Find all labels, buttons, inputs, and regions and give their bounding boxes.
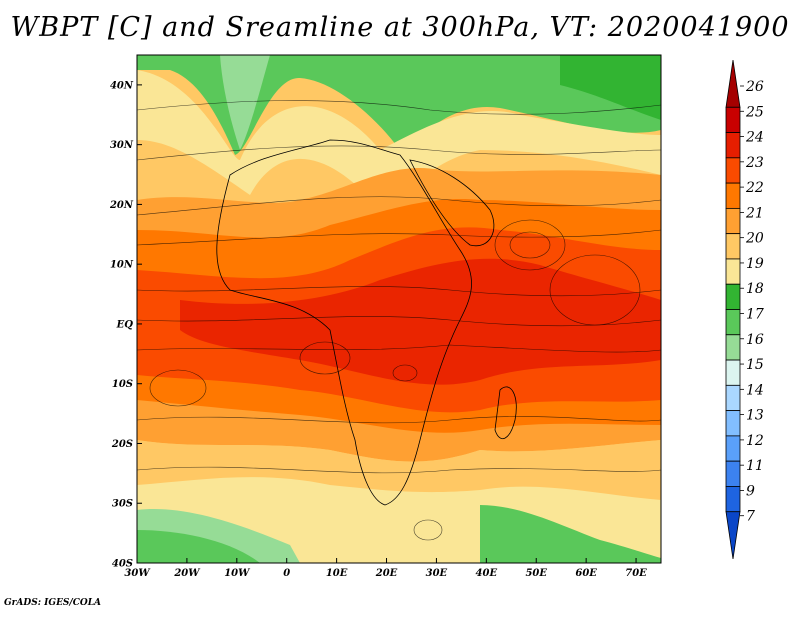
lon-tick-label: 0	[283, 568, 290, 579]
colorbar-label: 9	[746, 483, 755, 499]
wbpt-shading	[137, 55, 661, 563]
colorbar-segment	[725, 157, 741, 184]
lat-tick-label: 10N	[110, 260, 134, 271]
colorbar-segment	[725, 486, 741, 513]
colorbar-segment	[725, 384, 741, 412]
colorbar: 26 25 24 23 22 21 20 19 18 17 16 15 14 13 12 11 9 7	[725, 59, 764, 560]
lon-tick-label: 10E	[326, 568, 348, 579]
lat-tick-label: 20S	[111, 439, 133, 450]
lon-axis: 30W 20W 10W 0 10E 20E 30E 40E 50E 60E 70E	[124, 558, 647, 579]
colorbar-label: 22	[745, 180, 764, 196]
colorbar-label: 16	[746, 332, 764, 348]
colorbar-label: 11	[746, 458, 764, 474]
colorbar-segment	[725, 258, 741, 285]
colorbar-segment	[725, 283, 741, 310]
map-title: WBPT [C] and Sreamline at 300hPa, VT: 20…	[10, 12, 790, 43]
colorbar-label: 26	[745, 79, 764, 95]
colorbar-label: 24	[745, 130, 764, 146]
colorbar-segment	[725, 334, 741, 361]
colorbar-segment	[725, 410, 741, 437]
colorbar-label: 21	[745, 205, 764, 221]
lon-tick-label: 30E	[426, 568, 448, 579]
colorbar-label: 14	[746, 382, 764, 398]
lon-tick-label: 70E	[625, 568, 647, 579]
colorbar-label: 25	[745, 104, 764, 120]
colorbar-segment	[725, 359, 741, 386]
lat-axis: 40N 30N 20N 10N EQ 10S 20S 30S 40S	[109, 80, 142, 570]
colorbar-segment	[725, 309, 741, 336]
lon-tick-label: 40E	[476, 568, 498, 579]
colorbar-segment	[725, 435, 741, 462]
colorbar-segment	[725, 207, 741, 235]
colorbar-label: 19	[746, 256, 764, 272]
colorbar-segment	[725, 233, 741, 260]
lat-tick-label: 30S	[112, 499, 133, 510]
colorbar-segment	[725, 106, 741, 133]
lat-tick-label: 40N	[110, 80, 134, 91]
coastlines	[216, 139, 517, 506]
lon-tick-label: 10W	[224, 568, 251, 579]
colorbar-top-arrow	[725, 59, 741, 108]
lat-tick-label: 20N	[109, 200, 134, 211]
colorbar-label: 7	[746, 509, 755, 525]
colorbar-label: 20	[745, 231, 764, 247]
lon-tick-label: 50E	[525, 568, 547, 579]
colorbar-label: 12	[746, 433, 764, 449]
streamlines	[137, 100, 661, 541]
colorbar-label: 23	[745, 155, 764, 171]
lat-tick-label: 30N	[110, 140, 134, 151]
lon-tick-label: 30W	[124, 568, 151, 579]
colorbar-segment	[725, 460, 741, 487]
colorbar-label: 13	[746, 408, 764, 424]
colorbar-segment	[725, 132, 741, 159]
lon-tick-label: 60E	[575, 568, 597, 579]
lon-tick-label: 20E	[375, 568, 398, 579]
lat-tick-label: 40S	[112, 559, 133, 570]
lon-tick-label: 20W	[173, 568, 201, 579]
colorbar-segment	[725, 182, 741, 209]
colorbar-bottom-arrow	[725, 511, 741, 560]
colorbar-label: 18	[746, 281, 764, 297]
colorbar-label: 17	[746, 307, 764, 323]
lat-tick-label: EQ	[116, 319, 134, 330]
lat-tick-label: 10S	[112, 379, 133, 390]
map-frame	[136, 54, 662, 564]
colorbar-label: 15	[746, 357, 764, 373]
grads-credit: GrADS: IGES/COLA	[4, 598, 102, 608]
